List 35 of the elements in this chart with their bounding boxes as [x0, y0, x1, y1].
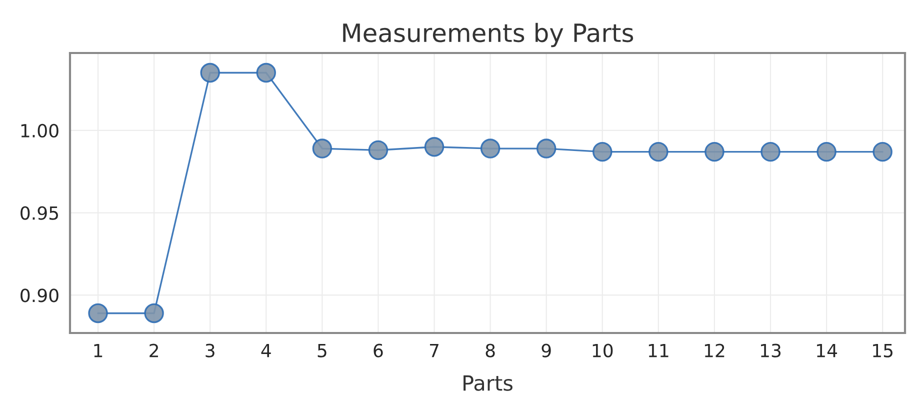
x-tick-label: 15	[873, 344, 892, 358]
x-tick-label: 10	[592, 344, 613, 358]
point	[816, 142, 836, 162]
x-tick-label: 8	[486, 344, 495, 358]
x-tick-label: 14	[817, 344, 838, 358]
point	[536, 138, 556, 158]
point	[256, 62, 276, 83]
point	[424, 137, 444, 157]
x-tick-label: 3	[206, 344, 214, 358]
point	[872, 142, 892, 162]
x-tick-label: 12	[704, 344, 724, 358]
x-tick-label: 9	[542, 344, 551, 358]
point	[144, 303, 164, 324]
y-tick-label: 0.95	[20, 206, 58, 220]
x-tick-label: 7	[430, 344, 438, 358]
point	[704, 142, 724, 162]
point	[648, 142, 668, 162]
x-tick-label: 2	[150, 344, 158, 358]
x-tick-label: 1	[94, 344, 102, 358]
x-tick-label: 11	[648, 344, 668, 358]
x-tick-label: 5	[318, 344, 326, 358]
point	[760, 142, 780, 162]
y-tick-label: 0.90	[20, 288, 58, 302]
point	[312, 138, 332, 158]
point	[88, 303, 108, 324]
x-tick-label: 4	[261, 344, 271, 358]
point	[480, 138, 500, 158]
x-axis-title: Parts	[464, 375, 512, 391]
point	[592, 142, 612, 162]
x-tick-label: 6	[374, 344, 383, 358]
point	[368, 140, 388, 160]
y-tick-label: 1.00	[21, 124, 58, 138]
x-tick-label: 13	[761, 344, 781, 358]
chart-title: Measurements by Parts	[343, 22, 634, 48]
point	[200, 62, 220, 83]
